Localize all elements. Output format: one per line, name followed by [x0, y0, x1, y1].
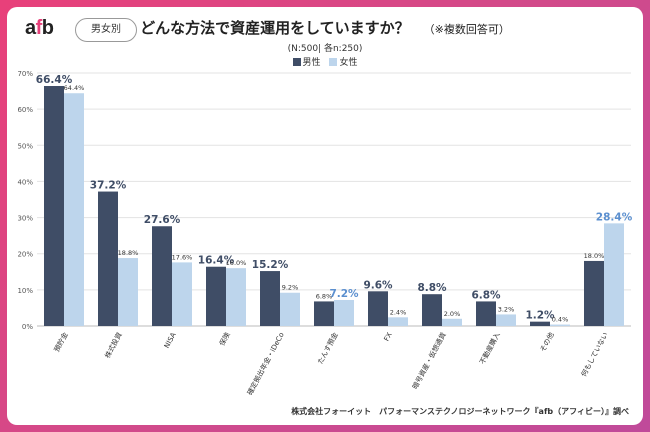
- bar-male: [584, 260, 604, 326]
- data-label: 15.2%: [252, 259, 289, 271]
- data-label: 27.6%: [144, 214, 181, 226]
- bar-female: [496, 314, 516, 326]
- y-tick-label: 30%: [17, 215, 33, 223]
- y-tick-label: 60%: [17, 106, 33, 114]
- title-text: どんな方法で資産運用をしていますか？: [140, 19, 410, 37]
- bar-female: [226, 268, 246, 326]
- bar-female: [334, 299, 354, 326]
- y-tick-label: 40%: [17, 178, 33, 186]
- legend-item-male: 男性: [292, 55, 321, 68]
- bar-female: [442, 318, 462, 326]
- y-tick-label: 20%: [17, 251, 33, 259]
- y-tick-label: 50%: [17, 142, 33, 150]
- data-label: 2.0%: [444, 310, 461, 318]
- bar-male: [98, 191, 118, 326]
- data-label: 28.4%: [596, 211, 633, 223]
- source-footer: 株式会社フォーイット パフォーマンステクノロジーネットワーク『afb（アフィビー…: [291, 407, 629, 416]
- legend-swatch-female: [329, 58, 338, 66]
- sample-size: (N:500| 各n:250): [287, 44, 363, 54]
- data-label: 8.8%: [417, 282, 447, 294]
- bar-male: [530, 321, 550, 326]
- bar-male: [314, 301, 334, 326]
- x-tick-label: FX: [383, 331, 394, 343]
- data-label: 6.8%: [471, 289, 501, 301]
- x-tick-label: 保険: [217, 331, 232, 348]
- data-label: 18.0%: [584, 252, 605, 260]
- x-tick-label: 預貯金: [52, 331, 70, 354]
- data-label: 1.2%: [525, 310, 555, 322]
- data-label: 66.4%: [36, 74, 73, 86]
- x-tick-label: その他: [538, 331, 556, 354]
- bar-female: [64, 93, 84, 327]
- x-tick-label: 確定拠出年金・iDeCo: [245, 331, 286, 397]
- data-label: 6.8%: [316, 292, 333, 300]
- data-label: 16.0%: [226, 259, 247, 267]
- x-tick-label: 不動産購入: [477, 331, 501, 366]
- x-tick-label: たんす預金: [315, 331, 339, 366]
- data-label: 2.4%: [390, 308, 407, 316]
- data-label: 7.2%: [329, 288, 359, 300]
- bar-male: [476, 301, 496, 326]
- data-label: 9.2%: [282, 284, 299, 292]
- segment-badge: 男女別: [75, 18, 137, 42]
- afb-logo: afb: [25, 17, 54, 39]
- data-label: 17.6%: [172, 253, 193, 261]
- bar-male: [368, 291, 388, 326]
- data-label: 9.6%: [363, 279, 393, 291]
- bar-female: [172, 262, 192, 326]
- legend-swatch-male: [292, 58, 301, 66]
- legend-item-female: 女性: [329, 55, 357, 68]
- bar-male: [422, 294, 442, 326]
- chart-title: どんな方法で資産運用をしていますか？ （※複数回答可）: [7, 17, 643, 38]
- bar-female: [388, 317, 408, 326]
- title-note: （※複数回答可）: [423, 23, 510, 36]
- bar-male: [44, 86, 64, 326]
- y-tick-label: 0%: [22, 323, 33, 331]
- bar-female: [118, 258, 138, 326]
- data-label: 64.4%: [64, 84, 85, 92]
- data-label: 18.8%: [118, 249, 139, 257]
- bar-chart: 0% 10% 20% 30% 40% 50% 60% 70%66.4%64.4% 預貯金 37.2…: [17, 70, 633, 397]
- data-label: 16.4%: [198, 255, 235, 267]
- y-tick-label: 70%: [17, 70, 33, 78]
- y-tick-label: 10%: [17, 287, 33, 295]
- data-label: 37.2%: [90, 180, 127, 192]
- x-tick-label: 何もしていない: [579, 331, 610, 378]
- x-tick-label: NISA: [163, 331, 178, 350]
- x-tick-label: 株式投資: [103, 331, 124, 360]
- bar-male: [152, 226, 172, 326]
- bar-male: [260, 271, 280, 326]
- data-label: 3.2%: [498, 305, 515, 313]
- bar-male: [206, 266, 226, 326]
- bar-female: [280, 292, 300, 326]
- legend: 男性 女性: [7, 55, 643, 68]
- x-tick-label: 暗号資産・仮想通貨: [410, 331, 448, 391]
- bar-female: [604, 223, 624, 326]
- chart-panel: afb 男女別 どんな方法で資産運用をしていますか？ （※複数回答可） (N:50…: [7, 7, 643, 425]
- data-label: 0.4%: [552, 316, 569, 324]
- bar-female: [550, 324, 570, 326]
